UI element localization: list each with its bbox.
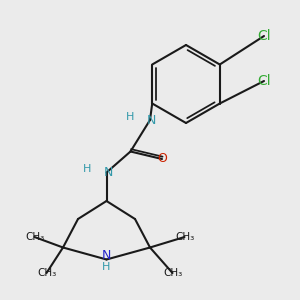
Text: N: N (103, 166, 113, 179)
Text: N: N (102, 249, 111, 262)
Text: CH₃: CH₃ (25, 232, 44, 242)
Text: Cl: Cl (257, 74, 271, 88)
Text: H: H (102, 262, 111, 272)
Text: O: O (157, 152, 167, 166)
Text: Cl: Cl (257, 29, 271, 43)
Text: CH₃: CH₃ (37, 268, 56, 278)
Text: H: H (83, 164, 91, 175)
Text: CH₃: CH₃ (175, 232, 194, 242)
Text: CH₃: CH₃ (163, 268, 182, 278)
Text: N: N (147, 113, 156, 127)
Text: H: H (126, 112, 135, 122)
